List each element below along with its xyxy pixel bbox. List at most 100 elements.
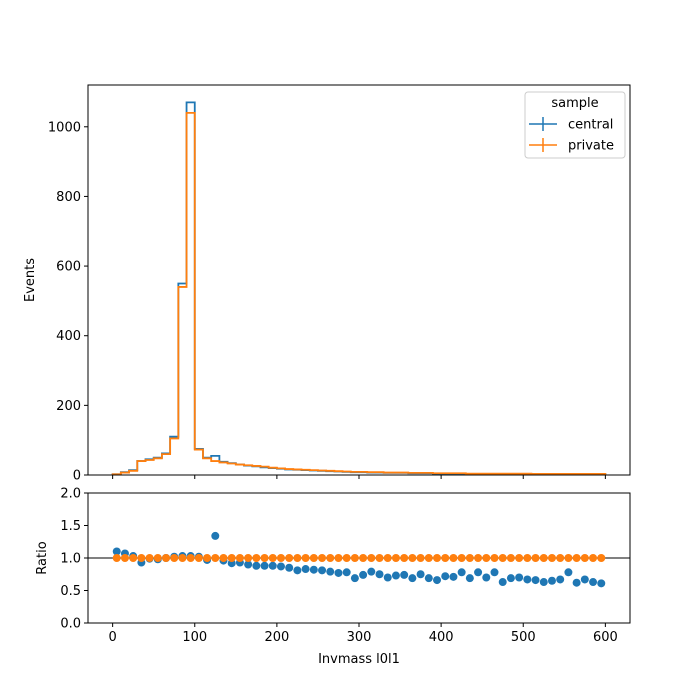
ratio-point-private: [219, 554, 228, 562]
ratio-axis-ticks: 0 100 200 300 400 500 600 0.0 0.5 1.0 1.5 2.0: [60, 487, 617, 646]
ratio-point-central: [506, 574, 515, 583]
ratio-x-tick-label: 300: [347, 630, 372, 645]
ratio-point-central: [547, 576, 556, 585]
ratio-point-private: [375, 554, 384, 562]
ratio-point-central: [367, 567, 376, 576]
ratio-point-central: [539, 578, 548, 587]
ratio-point-central: [449, 572, 458, 581]
ratio-point-private: [547, 554, 556, 562]
ratio-point-central: [498, 578, 507, 587]
ratio-point-central: [342, 568, 351, 577]
ratio-point-central: [400, 570, 409, 579]
ratio-point-central: [326, 567, 335, 576]
ratio-point-central: [556, 575, 565, 584]
ratio-point-central: [597, 579, 606, 588]
ratio-point-central: [424, 574, 433, 583]
ratio-point-central: [523, 575, 532, 584]
ratio-point-private: [186, 554, 195, 562]
ratio-point-private: [194, 554, 203, 562]
ratio-point-private: [326, 554, 335, 562]
ratio-point-private: [293, 554, 302, 562]
main-y-tick-label: 0: [73, 469, 81, 484]
ratio-point-private: [523, 554, 532, 562]
legend-entry-central: central: [529, 117, 613, 133]
ratio-y-tick-label: 1.0: [60, 552, 81, 567]
main-histogram-marks: [111, 101, 607, 476]
ratio-point-private: [457, 554, 466, 562]
ratio-point-central: [309, 565, 318, 574]
ratio-axes-frame: [87, 492, 631, 624]
ratio-point-central: [268, 561, 277, 570]
ratio-point-private: [170, 554, 179, 562]
ratio-point-central: [334, 568, 343, 577]
ratio-point-private: [498, 554, 507, 562]
ratio-point-private: [465, 554, 474, 562]
ratio-point-central: [408, 574, 417, 583]
ratio-point-central: [564, 568, 573, 577]
ratio-point-private: [597, 554, 606, 562]
ratio-point-private: [260, 554, 269, 562]
ratio-point-private: [424, 554, 433, 562]
ratio-point-private: [580, 554, 589, 562]
ratio-point-private: [268, 554, 277, 562]
ratio-point-private: [515, 554, 524, 562]
ratio-point-private: [244, 554, 253, 562]
ratio-point-central: [531, 576, 540, 585]
ratio-point-private: [531, 554, 540, 562]
ratio-point-central: [112, 547, 121, 556]
ratio-panel: 0 100 200 300 400 500 600 0.0 0.5 1.0 1.5 2.0 Ratio…: [35, 487, 631, 667]
ratio-point-central: [252, 561, 261, 570]
ratio-point-private: [383, 554, 392, 562]
ratio-point-private: [449, 554, 458, 562]
ratio-point-central: [465, 574, 474, 583]
ratio-x-tick-label: 100: [182, 630, 207, 645]
ratio-point-private: [309, 554, 318, 562]
legend-label-private: private: [568, 139, 614, 154]
ratio-point-central: [572, 578, 581, 587]
ratio-point-private: [408, 554, 417, 562]
ratio-point-private: [153, 554, 162, 562]
ratio-point-central: [515, 573, 524, 582]
histogram-step-private: [111, 111, 607, 476]
ratio-point-private: [416, 554, 425, 562]
ratio-point-private: [334, 554, 343, 562]
legend-entry-private: private: [529, 138, 614, 154]
ratio-point-private: [367, 554, 376, 562]
ratio-point-central: [293, 566, 302, 575]
ratio-point-central: [244, 560, 253, 569]
ratio-point-private: [211, 554, 220, 562]
x-axis-label: Invmass l0l1: [318, 652, 400, 667]
legend: sample central private: [524, 91, 626, 159]
ratio-point-central: [350, 574, 359, 583]
ratio-point-private: [572, 554, 581, 562]
main-y-tick-label: 800: [56, 190, 81, 205]
ratio-x-tick-label: 500: [511, 630, 536, 645]
legend-title: sample: [551, 96, 598, 111]
ratio-point-central: [375, 570, 384, 579]
ratio-point-private: [137, 554, 146, 562]
ratio-x-tick-label: 400: [429, 630, 454, 645]
ratio-point-private: [227, 554, 236, 562]
ratio-point-private: [112, 554, 121, 562]
ratio-point-central: [301, 565, 310, 574]
ratio-point-private: [556, 554, 565, 562]
ratio-y-tick-label: 0.0: [60, 617, 81, 632]
ratio-point-private: [145, 554, 154, 562]
ratio-point-private: [589, 554, 598, 562]
ratio-y-tick-label: 0.5: [60, 584, 81, 599]
ratio-point-private: [162, 554, 171, 562]
main-y-tick-label: 1000: [48, 120, 81, 135]
legend-frame: [524, 91, 626, 159]
ratio-y-axis-label: Ratio: [35, 541, 50, 574]
ratio-point-central: [416, 570, 425, 579]
ratio-point-central: [441, 572, 450, 581]
ratio-point-private: [235, 554, 244, 562]
ratio-y-tick-label: 2.0: [60, 487, 81, 502]
ratio-x-tick-label: 200: [264, 630, 289, 645]
ratio-point-central: [260, 561, 269, 570]
ratio-point-central: [276, 562, 285, 571]
ratio-point-private: [342, 554, 351, 562]
ratio-point-private: [474, 554, 483, 562]
ratio-point-private: [539, 554, 548, 562]
